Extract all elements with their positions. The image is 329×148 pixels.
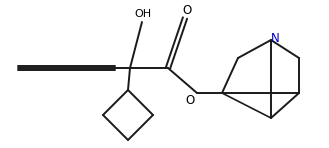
Text: O: O <box>182 4 191 16</box>
Text: O: O <box>185 94 195 107</box>
Text: N: N <box>271 32 279 45</box>
Text: OH: OH <box>135 9 152 19</box>
